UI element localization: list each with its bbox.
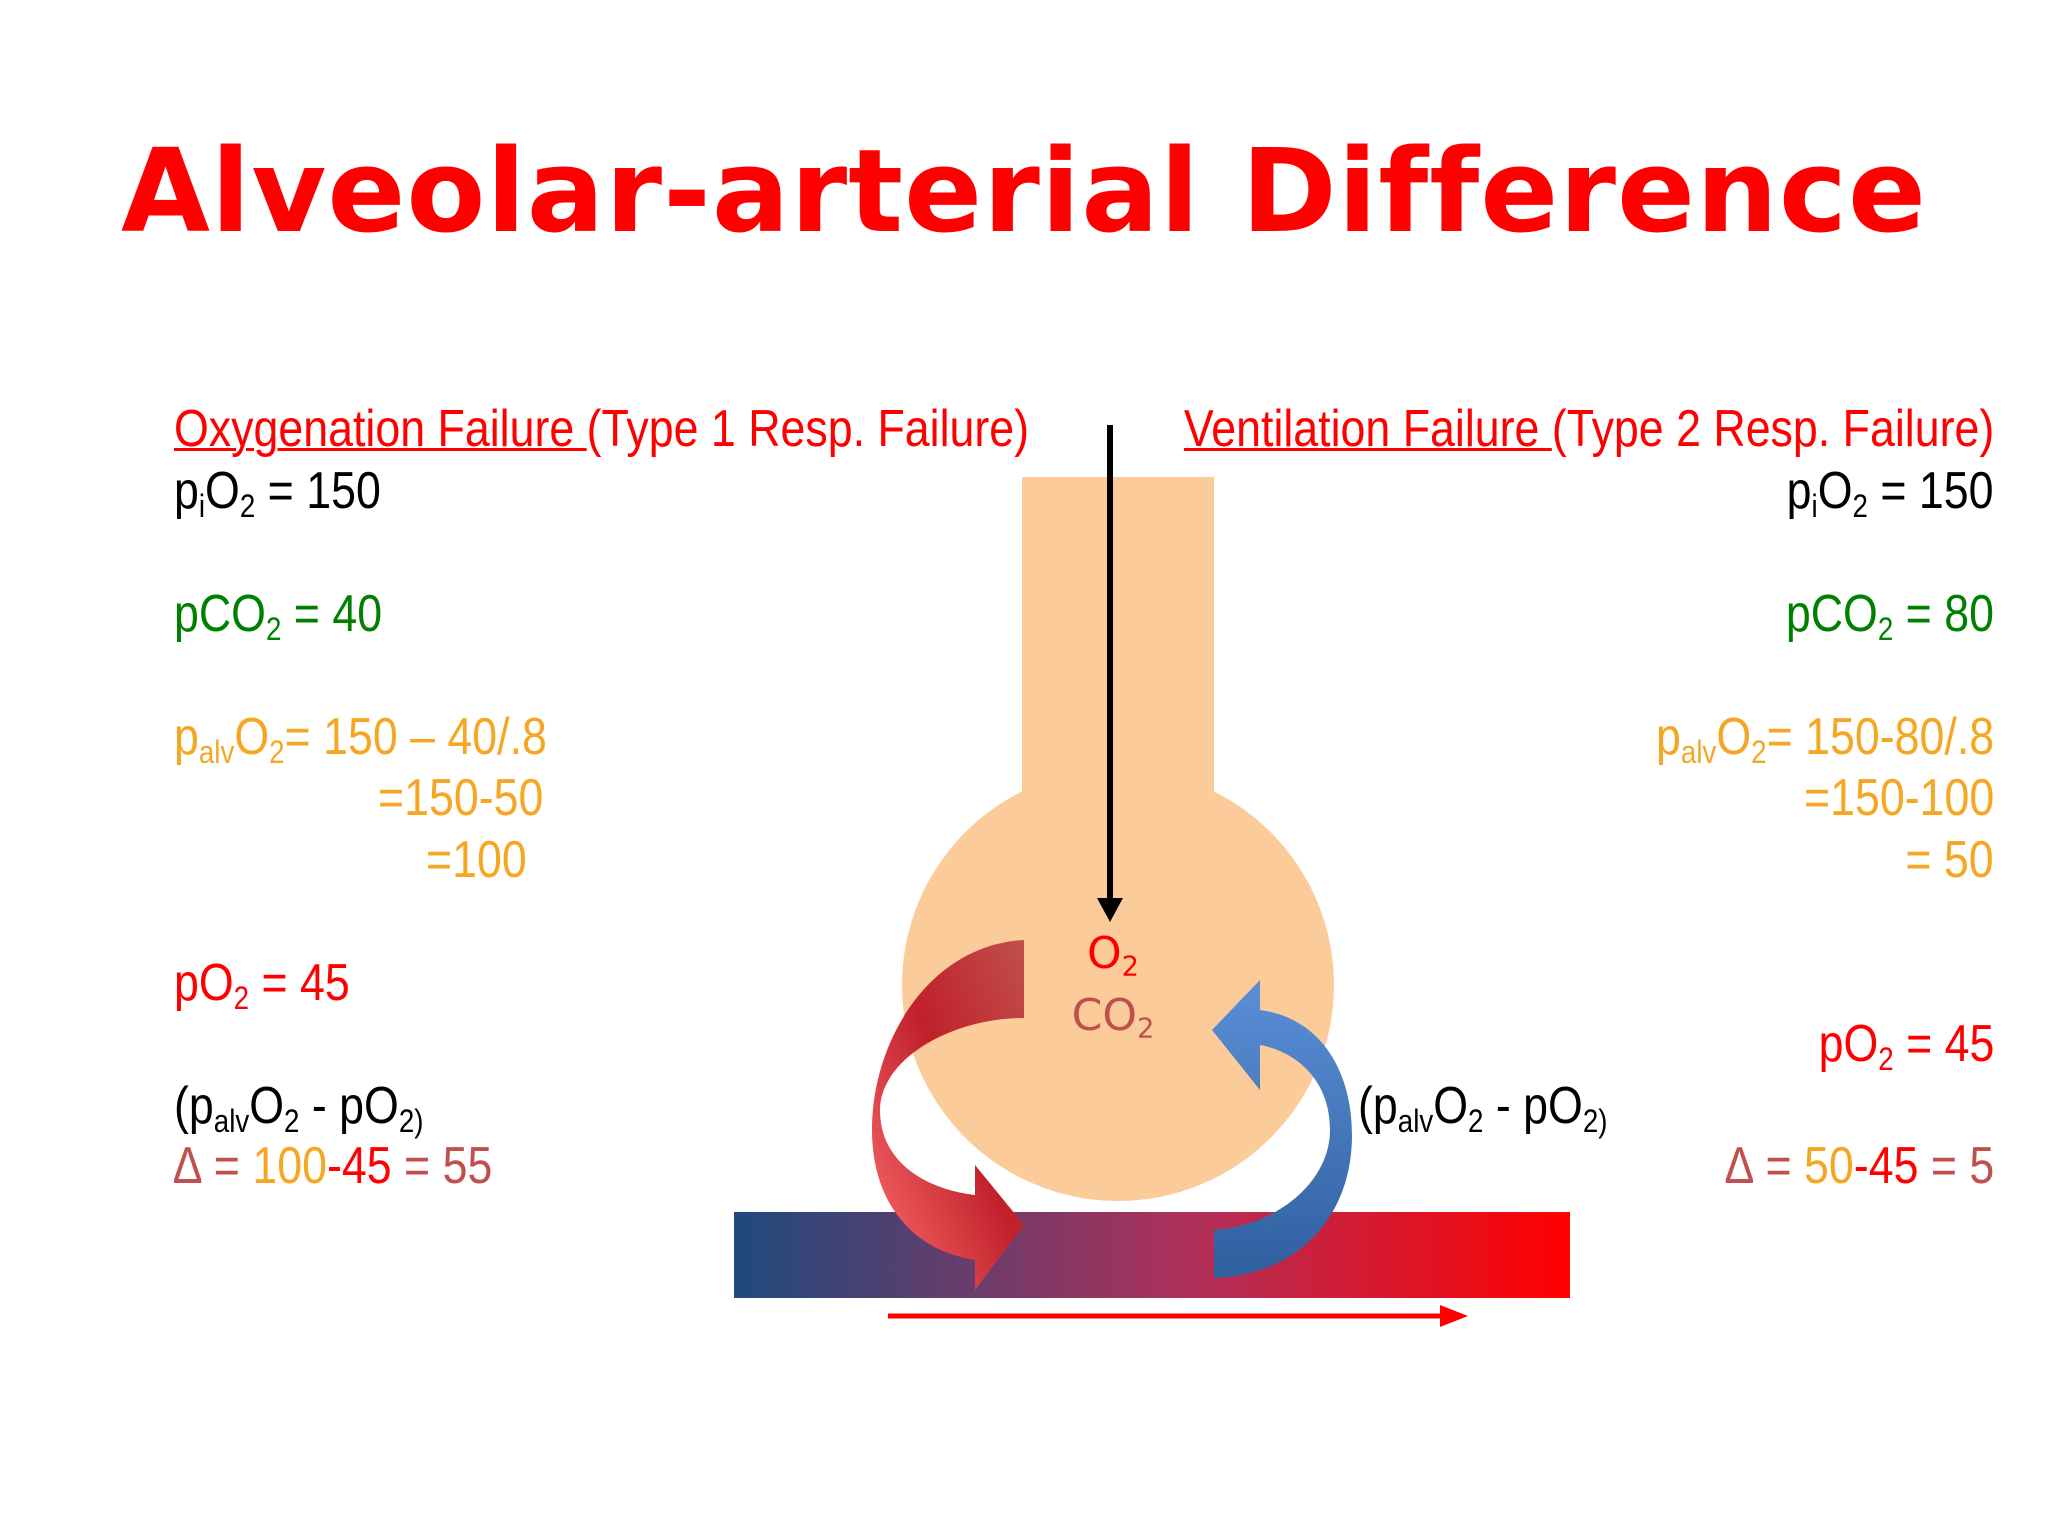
- right-header: Ventilation Failure (Type 2 Resp. Failur…: [1183, 400, 1994, 458]
- co2-flow-arrow: [1212, 980, 1352, 1278]
- left-pio2: piO2 = 150: [174, 462, 381, 525]
- oxygen-arrow-shape: [872, 940, 1024, 1290]
- inspired-air-arrowhead: [1097, 898, 1123, 922]
- o2-label: O2: [1087, 928, 1139, 983]
- right-pio2: piO2 = 150: [1787, 462, 1994, 525]
- right-delta: ∆ = 50-45 = 5: [1725, 1137, 1994, 1195]
- left-header: Oxygenation Failure (Type 1 Resp. Failur…: [174, 400, 1030, 458]
- right-po2: pO2 = 45: [1818, 1015, 1994, 1078]
- left-pco2: pCO2 = 40: [174, 585, 383, 648]
- left-po2: pO2 = 45: [174, 954, 350, 1017]
- slide-title: Alveolar-arterial Difference: [120, 125, 1927, 259]
- airway-tube: [1022, 477, 1214, 817]
- left-delta: ∆ = 100-45 = 55: [174, 1137, 493, 1195]
- left-difference-formula: (palvO2 - pO2): [174, 1077, 424, 1140]
- right-palvo2: palvO2= 150-80/.8: [1655, 708, 1994, 771]
- alveolus-sac: [902, 769, 1334, 1201]
- co2-label: CO2: [1071, 990, 1155, 1045]
- right-palvo2-line2: =150-100: [1803, 769, 1994, 827]
- blood-flow-arrowhead: [1440, 1305, 1468, 1327]
- capillary-vessel: [734, 1212, 1570, 1298]
- left-palvo2: palvO2= 150 – 40/.8: [174, 708, 547, 771]
- center-difference-formula: (palvO2 - pO2): [1358, 1077, 1608, 1140]
- left-palvo2-line3: =100: [426, 831, 527, 889]
- right-palvo2-line3: = 50: [1905, 831, 1994, 889]
- left-palvo2-line2: =150-50: [378, 769, 544, 827]
- right-pco2: pCO2 = 80: [1785, 585, 1994, 648]
